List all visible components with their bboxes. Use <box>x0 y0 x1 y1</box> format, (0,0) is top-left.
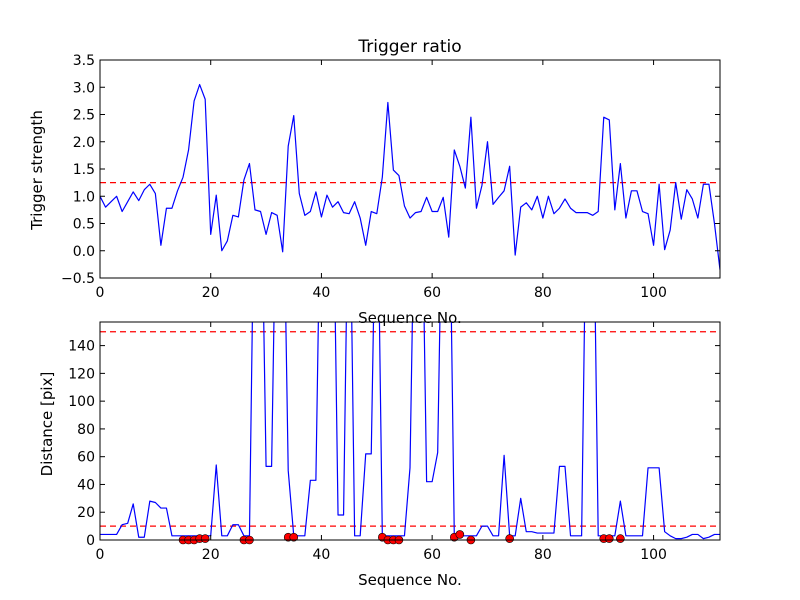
bottom-y-ticks: 0 20 40 60 80 100 120 140 <box>68 339 720 549</box>
bottom-y-tick-label: 140 <box>68 339 95 355</box>
top-x-tick-label: 100 <box>640 285 667 301</box>
bottom-marker-point <box>604 534 614 543</box>
bottom-marker-point <box>200 534 210 543</box>
top-y-tick-label: 2.0 <box>73 135 95 151</box>
bottom-threshold-layer <box>100 331 720 527</box>
top-x-tick-label: 20 <box>202 285 220 301</box>
bottom-x-axis-label: Sequence No. <box>358 571 462 589</box>
bottom-y-tick-label: 120 <box>68 366 95 382</box>
top-y-tick-label: −0.5 <box>61 271 95 287</box>
top-x-tick-label: 80 <box>534 285 552 301</box>
bottom-chart: 0 20 40 60 80 100 0 20 40 60 80 100 120 140 Sequence… <box>38 321 721 589</box>
top-chart-title: Trigger ratio <box>357 37 461 57</box>
bottom-x-tick-label: 40 <box>313 547 331 563</box>
bottom-marker-point <box>289 532 299 542</box>
top-x-tick-label: 0 <box>96 285 105 301</box>
top-y-ticks: −0.5 0.0 0.5 1.0 1.5 2.0 2.5 3.0 3.5 <box>61 53 720 287</box>
top-x-ticks: 0 20 40 60 80 100 <box>96 60 667 301</box>
top-series-line-0 <box>100 83 720 270</box>
bottom-y-tick-label: 100 <box>68 394 95 410</box>
top-y-tick-label: 1.0 <box>73 189 95 205</box>
bottom-y-tick-label: 80 <box>77 422 95 438</box>
bottom-y-tick-label: 60 <box>77 450 95 466</box>
bottom-y-tick-label: 0 <box>86 533 95 549</box>
top-plot-layer <box>100 83 720 270</box>
bottom-x-tick-label: 80 <box>534 547 552 563</box>
bottom-x-tick-label: 20 <box>202 547 220 563</box>
top-y-tick-label: 2.5 <box>73 108 95 124</box>
top-y-tick-label: 3.5 <box>73 53 95 69</box>
bottom-plot-frame <box>99 321 721 541</box>
top-y-tick-label: 0.0 <box>73 244 95 260</box>
bottom-y-tick-label: 40 <box>77 477 95 493</box>
top-x-tick-label: 60 <box>423 285 441 301</box>
top-x-tick-label: 40 <box>313 285 331 301</box>
bottom-x-ticks: 0 20 40 60 80 100 <box>96 322 667 563</box>
bottom-marker-point <box>455 530 465 539</box>
top-y-axis-label: Trigger strength <box>28 110 46 231</box>
top-chart: Trigger ratio 0 20 40 60 80 100 −0.5 0.0 0.5 1.0… <box>28 37 721 327</box>
bottom-marker-point <box>616 534 625 543</box>
bottom-x-tick-label: 0 <box>96 547 105 563</box>
bottom-y-axis-label: Distance [pix] <box>38 372 56 477</box>
top-y-tick-label: 1.5 <box>73 162 95 178</box>
top-y-tick-label: 0.5 <box>73 217 95 233</box>
bottom-y-tick-label: 20 <box>77 505 95 521</box>
bottom-x-tick-label: 60 <box>423 547 441 563</box>
top-y-tick-label: 3.0 <box>73 80 95 96</box>
bottom-x-tick-label: 100 <box>640 547 667 563</box>
bottom-marker-point <box>505 534 514 543</box>
